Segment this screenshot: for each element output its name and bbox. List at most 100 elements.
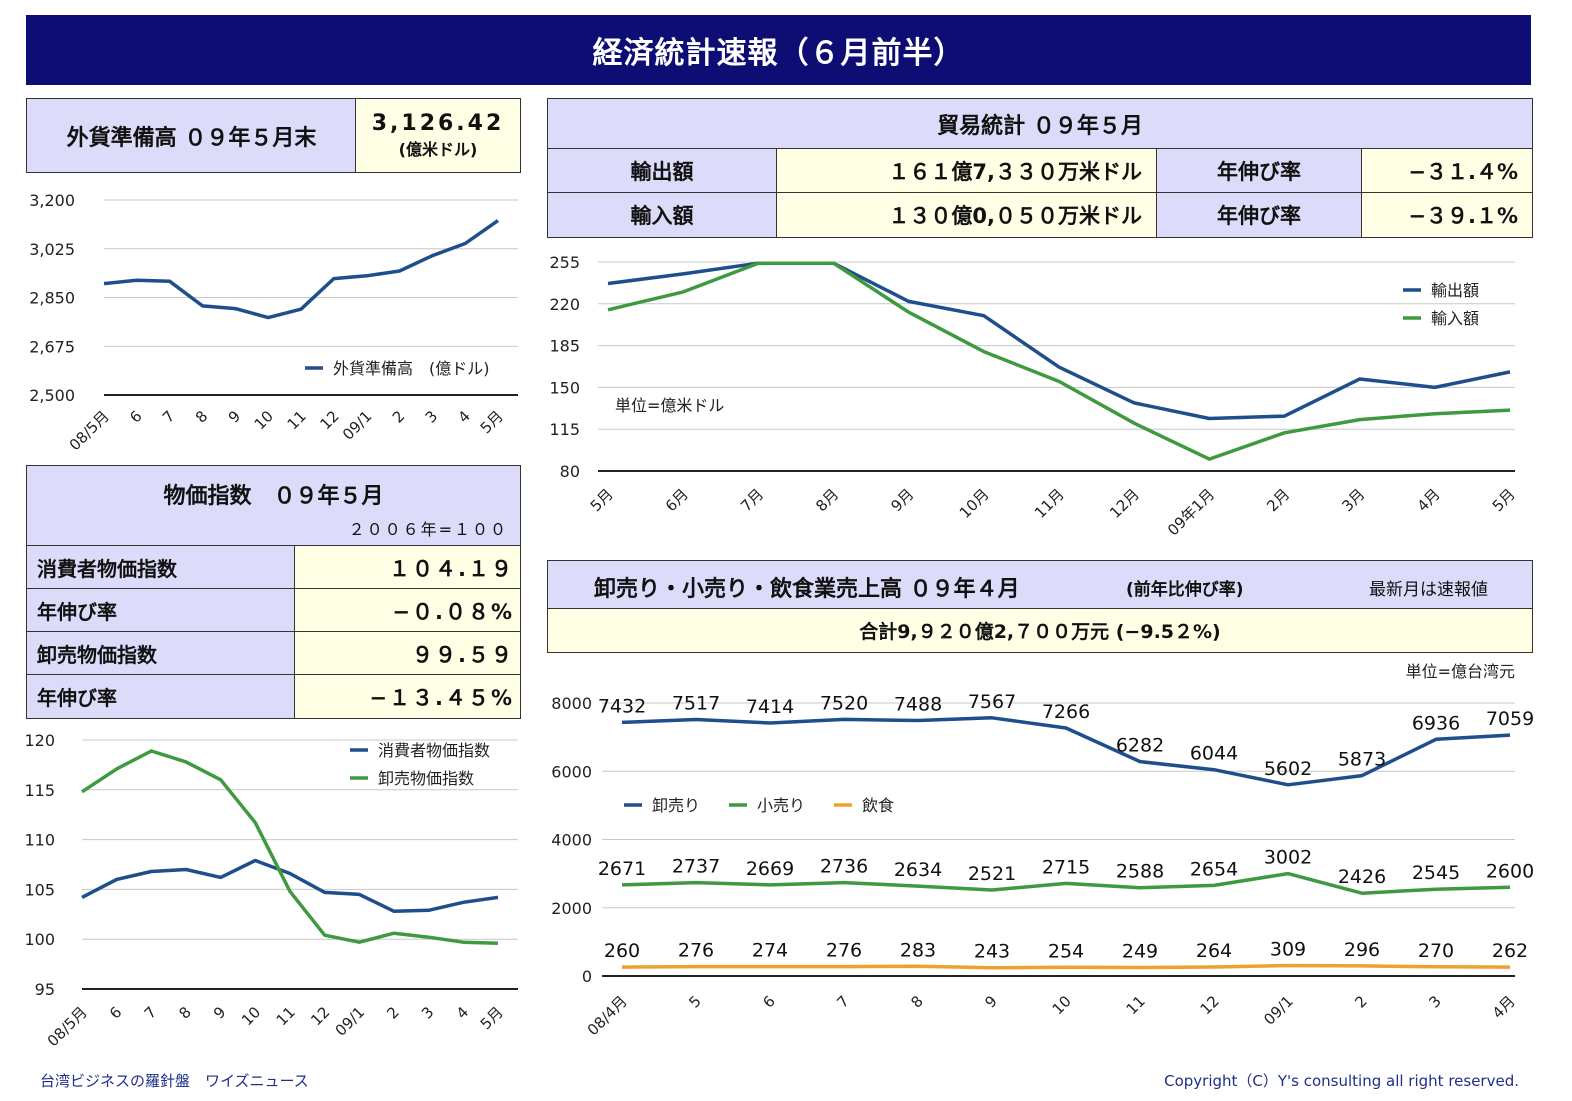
trade-row-rate-label: 年伸び率: [1156, 192, 1362, 238]
legend-label: 輸入額: [1431, 309, 1479, 328]
y-tick-label: 80: [560, 462, 580, 481]
y-tick-label: 115: [549, 420, 580, 439]
x-tick-label: 2: [383, 1003, 402, 1022]
data-label: 249: [1122, 941, 1158, 963]
x-tick-label: 4月: [1414, 485, 1444, 515]
x-tick-label: 3月: [1338, 485, 1368, 515]
x-tick-label: 2: [389, 407, 408, 426]
data-label: 243: [974, 941, 1010, 963]
x-tick-label: 12: [1197, 992, 1223, 1018]
x-tick-label: 6月: [662, 485, 692, 515]
y-tick-label: 3,200: [29, 191, 75, 210]
unit-note: 単位=億台湾元: [1406, 662, 1515, 681]
x-tick-label: 5月: [1489, 485, 1519, 515]
sales-title-sub: (前年比伸び率): [1126, 580, 1244, 600]
data-label: 264: [1196, 940, 1232, 962]
y-tick-label: 220: [549, 295, 580, 314]
y-tick-label: 6000: [551, 762, 592, 781]
price-row-value: −０.０８%: [294, 588, 521, 633]
legend-label: 輸出額: [1431, 281, 1479, 300]
data-label: 2588: [1116, 861, 1164, 883]
y-tick-label: 255: [549, 253, 580, 272]
trade-row-rate-text: −３９.１%: [1408, 204, 1518, 228]
x-tick-label: 9: [225, 407, 244, 426]
data-label: 296: [1344, 939, 1380, 961]
x-tick-label: 6: [759, 992, 778, 1011]
price-base: ２００６年=１００: [348, 520, 508, 539]
data-label: 276: [826, 940, 862, 962]
price-row-label: 年伸び率: [26, 588, 296, 633]
x-tick-label: 12: [307, 1003, 333, 1029]
price-row-value: １０４.１９: [294, 545, 521, 590]
x-tick-label: 10: [1049, 992, 1075, 1018]
x-tick-label: 10月: [956, 485, 993, 522]
sales-chart: 8000 6000 4000 2000 0 08/4月 5 6 7 8 9 10 11 12 09/1 2 3 4…: [551, 662, 1534, 1039]
data-label: 7520: [820, 692, 868, 714]
price-row-label-text: 年伸び率: [37, 686, 117, 710]
y-tick-label: 8000: [551, 694, 592, 713]
x-tick-label: 4: [455, 407, 474, 426]
price-row-label-text: 年伸び率: [37, 600, 117, 624]
footer-copyright: Copyright（C）Y's consulting all right res…: [1164, 1072, 1519, 1090]
sales-total: 合計9,９２０億2,７００万元 (−9.5２%): [859, 621, 1221, 643]
price-row-label-text: 卸売物価指数: [37, 643, 157, 667]
price-row-label: 卸売物価指数: [26, 631, 296, 676]
sales-note: 最新月は速報値: [1369, 580, 1488, 600]
fx-label: 外貨準備高 ０９年５月末: [66, 125, 317, 151]
x-tick-label: 10: [251, 407, 277, 433]
x-tick-label: 9: [210, 1003, 229, 1022]
data-label: 6936: [1412, 712, 1460, 734]
x-tick-label: 11: [1123, 992, 1149, 1018]
data-label: 3002: [1264, 847, 1312, 869]
y-tick-label: 100: [24, 930, 55, 949]
trade-title-box: 貿易統計 ０９年５月: [547, 98, 1533, 150]
price-row-value: −１３.４５%: [294, 674, 521, 719]
y-tick-label: 105: [24, 880, 55, 899]
data-label: 2671: [598, 858, 646, 880]
y-tick-label: 2,500: [29, 386, 75, 405]
x-tick-label: 08/5月: [44, 1003, 91, 1050]
data-label: 254: [1048, 940, 1084, 962]
y-tick-label: 2,850: [29, 289, 75, 308]
legend-label: 小売り: [757, 796, 805, 815]
x-tick-label: 5月: [477, 1003, 507, 1033]
x-tick-label: 8: [192, 407, 211, 426]
data-label: 7517: [672, 692, 720, 714]
legend-label: 外貨準備高 (億ドル): [333, 359, 490, 378]
x-tick-label: 9月: [887, 485, 917, 515]
data-label: 270: [1418, 940, 1454, 962]
data-label: 2669: [746, 858, 794, 880]
price-row-value: ９９.５９: [294, 631, 521, 676]
x-tick-label: 09/1: [1260, 992, 1297, 1029]
series-line-輸出額: [607, 261, 1511, 421]
trade-row-amount: １３０億0,０５０万米ドル: [776, 192, 1157, 238]
trade-row-label-text: 輸出額: [630, 160, 694, 184]
x-tick-label: 2月: [1263, 485, 1293, 515]
fx-label-box: 外貨準備高 ０９年５月末: [26, 98, 357, 173]
fx-value-box: 3,126.42 (億米ドル): [355, 98, 521, 173]
series-line-飲食: [621, 963, 1511, 970]
data-label: 7432: [598, 695, 646, 717]
trade-row-label: 輸入額: [547, 192, 777, 238]
data-label: 6282: [1116, 735, 1164, 757]
x-tick-label: 5月: [477, 407, 507, 437]
fx-value: 3,126.42: [371, 111, 505, 136]
x-tick-label: 9: [981, 992, 1000, 1011]
x-tick-label: 3: [1425, 992, 1444, 1011]
x-tick-label: 09/1: [332, 1003, 369, 1040]
legend-label: 消費者物価指数: [378, 741, 490, 760]
data-label: 5873: [1338, 749, 1386, 771]
data-label: 5602: [1264, 758, 1312, 780]
series-line-卸売物価指数: [81, 749, 499, 945]
y-tick-label: 185: [549, 337, 580, 356]
price-title: 物価指数 ０９年５月: [163, 484, 384, 509]
data-label: 7488: [894, 693, 942, 715]
data-label: 2737: [672, 856, 720, 878]
trade-title: 貿易統計 ０９年５月: [937, 114, 1143, 139]
price-row-value-text: ９９.５９: [412, 642, 514, 667]
y-tick-label: 110: [24, 831, 55, 850]
data-label: 2634: [894, 859, 942, 881]
legend-label: 飲食: [862, 796, 894, 815]
x-tick-label: 4月: [1489, 992, 1519, 1022]
x-tick-label: 7: [159, 407, 178, 426]
